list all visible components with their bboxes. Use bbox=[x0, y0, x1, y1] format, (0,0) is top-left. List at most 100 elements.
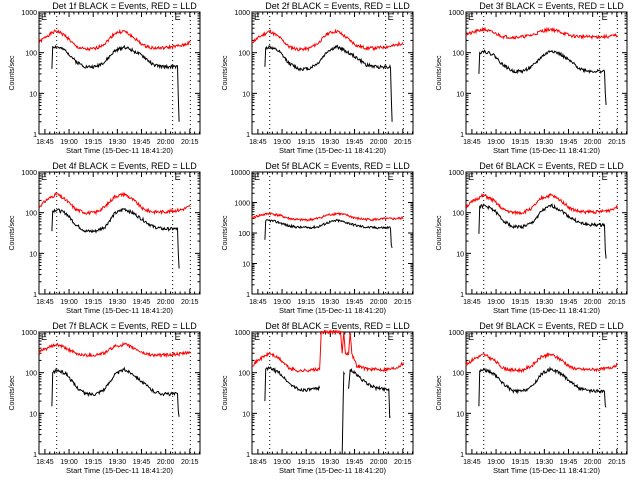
x-tick-label: 18:45 bbox=[463, 139, 481, 146]
y-tick-label: 100 bbox=[452, 51, 464, 58]
y-tick-label: 1 bbox=[33, 292, 37, 299]
lld-series-line bbox=[251, 28, 404, 52]
y-axis-label: Counts/sec bbox=[9, 375, 16, 411]
plot-frame bbox=[251, 171, 414, 295]
x-tick-label: 19:15 bbox=[511, 139, 529, 146]
x-axis-label: Start Time (15-Dec-11 18:41:20) bbox=[66, 146, 173, 155]
lld-series-line bbox=[38, 28, 191, 52]
event-marker-label: E bbox=[468, 12, 474, 22]
x-tick-label: 19:45 bbox=[560, 459, 578, 466]
y-tick-label: 10 bbox=[242, 411, 250, 418]
events-series-line bbox=[348, 368, 391, 419]
lld-series-line bbox=[465, 193, 618, 216]
plot-frame bbox=[38, 331, 201, 455]
x-tick-label: 19:30 bbox=[322, 139, 340, 146]
x-tick-label: 19:30 bbox=[536, 139, 554, 146]
x-tick-label: 20:15 bbox=[608, 139, 626, 146]
lld-series-line bbox=[465, 26, 618, 41]
event-marker-label: E bbox=[175, 332, 181, 342]
x-tick-label: 19:00 bbox=[273, 139, 291, 146]
x-tick-label: 19:00 bbox=[487, 299, 505, 306]
y-tick-label: 100 bbox=[25, 371, 37, 378]
y-tick-label: 1000 bbox=[448, 330, 464, 337]
plot-frame bbox=[465, 11, 628, 135]
x-tick-label: 19:00 bbox=[60, 299, 78, 306]
x-tick-label: 19:00 bbox=[273, 299, 291, 306]
y-tick-label: 100 bbox=[452, 211, 464, 218]
x-tick-label: 19:45 bbox=[133, 139, 151, 146]
x-tick-label: 18:45 bbox=[36, 139, 54, 146]
panel-det-1f: Det 1f BLACK = Events, RED = LLD 1 10 100 10… bbox=[9, 1, 201, 155]
event-marker-label: E bbox=[254, 12, 260, 22]
x-tick-label: 19:45 bbox=[133, 299, 151, 306]
x-tick-label: 19:15 bbox=[297, 139, 315, 146]
x-tick-label: 19:00 bbox=[60, 459, 78, 466]
x-tick-label: 18:45 bbox=[36, 459, 54, 466]
events-series-line bbox=[341, 370, 346, 455]
x-tick-label: 20:15 bbox=[394, 299, 412, 306]
y-tick-label: 10000 bbox=[231, 170, 251, 177]
chart-title: Det 6f BLACK = Events, RED = LLD bbox=[479, 161, 624, 171]
x-tick-label: 19:45 bbox=[346, 459, 364, 466]
x-tick-label: 20:15 bbox=[181, 139, 199, 146]
chart-title: Det 3f BLACK = Events, RED = LLD bbox=[479, 1, 624, 11]
x-tick-label: 19:15 bbox=[84, 299, 102, 306]
x-tick-label: 19:15 bbox=[297, 459, 315, 466]
x-tick-label: 19:30 bbox=[536, 459, 554, 466]
event-marker-label: E bbox=[468, 172, 474, 182]
x-tick-label: 19:30 bbox=[322, 299, 340, 306]
event-marker-label: E bbox=[602, 172, 608, 182]
panel-det-4f: Det 4f BLACK = Events, RED = LLD 1 10 100 10… bbox=[9, 161, 201, 315]
x-tick-label: 20:00 bbox=[157, 139, 175, 146]
x-tick-label: 19:30 bbox=[109, 299, 127, 306]
y-tick-label: 1 bbox=[246, 292, 250, 299]
y-tick-label: 10 bbox=[242, 91, 250, 98]
x-tick-label: 18:45 bbox=[463, 299, 481, 306]
plot-frame bbox=[38, 171, 201, 295]
y-axis-label: Counts/sec bbox=[436, 55, 443, 91]
chart-title: Det 8f BLACK = Events, RED = LLD bbox=[265, 321, 410, 331]
y-tick-label: 10 bbox=[456, 251, 464, 258]
x-axis-label: Start Time (15-Dec-11 18:41:20) bbox=[279, 306, 386, 315]
lld-series-line bbox=[38, 341, 191, 359]
x-tick-label: 20:00 bbox=[584, 459, 602, 466]
y-tick-label: 1000 bbox=[234, 330, 250, 337]
panel-det-2f: Det 2f BLACK = Events, RED = LLD 1 10 100 10… bbox=[222, 1, 414, 155]
x-tick-label: 18:45 bbox=[249, 299, 267, 306]
x-axis-label: Start Time (15-Dec-11 18:41:20) bbox=[279, 146, 386, 155]
y-tick-label: 100 bbox=[238, 51, 250, 58]
plot-frame bbox=[251, 11, 414, 135]
y-axis-label: Counts/sec bbox=[9, 55, 16, 91]
y-tick-label: 10 bbox=[456, 91, 464, 98]
y-tick-label: 1 bbox=[460, 452, 464, 459]
panel-det-5f: Det 5f BLACK = Events, RED = LLD 1 10 100 10… bbox=[222, 161, 414, 315]
events-series-line bbox=[264, 44, 393, 122]
y-tick-label: 10 bbox=[29, 91, 37, 98]
y-tick-label: 1 bbox=[460, 132, 464, 139]
x-tick-label: 19:45 bbox=[133, 459, 151, 466]
chart-title: Det 5f BLACK = Events, RED = LLD bbox=[265, 161, 410, 171]
x-tick-label: 20:00 bbox=[370, 459, 388, 466]
x-tick-label: 19:15 bbox=[84, 139, 102, 146]
x-tick-label: 19:00 bbox=[273, 459, 291, 466]
event-marker-label: E bbox=[388, 12, 394, 22]
event-marker-label: E bbox=[468, 332, 474, 342]
x-axis-label: Start Time (15-Dec-11 18:41:20) bbox=[493, 306, 600, 315]
event-marker-label: E bbox=[254, 332, 260, 342]
x-tick-label: 19:45 bbox=[346, 139, 364, 146]
x-tick-label: 19:00 bbox=[60, 139, 78, 146]
y-axis-label: Counts/sec bbox=[222, 375, 229, 411]
events-series-line bbox=[264, 218, 393, 249]
x-tick-label: 19:30 bbox=[109, 459, 127, 466]
x-axis-label: Start Time (15-Dec-11 18:41:20) bbox=[493, 466, 600, 475]
chart-title: Det 9f BLACK = Events, RED = LLD bbox=[479, 321, 624, 331]
x-tick-label: 19:00 bbox=[487, 459, 505, 466]
lld-series-line bbox=[251, 211, 404, 222]
lld-series-line bbox=[38, 191, 191, 216]
y-tick-label: 10 bbox=[242, 262, 250, 269]
x-tick-label: 20:00 bbox=[157, 299, 175, 306]
chart-title: Det 2f BLACK = Events, RED = LLD bbox=[265, 1, 410, 11]
x-axis-label: Start Time (15-Dec-11 18:41:20) bbox=[66, 306, 173, 315]
chart-title: Det 1f BLACK = Events, RED = LLD bbox=[52, 1, 197, 11]
